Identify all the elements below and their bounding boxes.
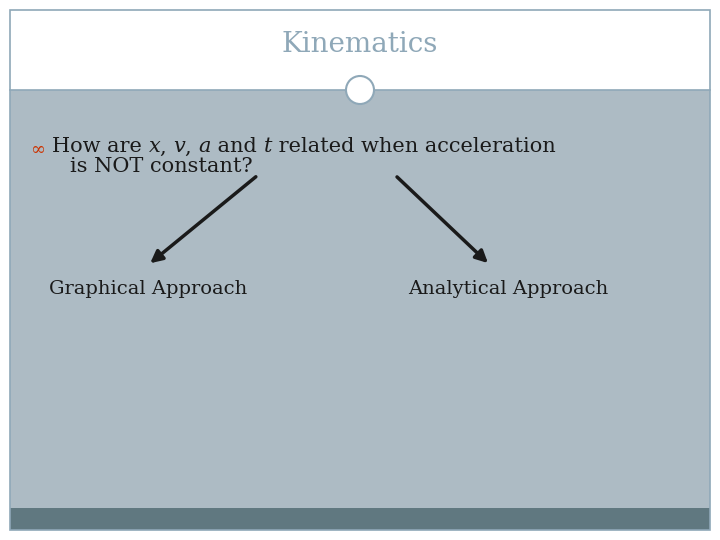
Text: ,: ,: [185, 138, 199, 157]
Text: ,: ,: [161, 138, 174, 157]
Circle shape: [346, 76, 374, 104]
Text: How are: How are: [52, 138, 148, 157]
Text: v: v: [174, 138, 185, 157]
Bar: [10, 10, 710, 90]
Text: x: x: [148, 138, 161, 157]
Text: t: t: [264, 138, 271, 157]
Text: related when acceleration: related when acceleration: [271, 138, 556, 157]
Text: is NOT constant?: is NOT constant?: [70, 158, 253, 177]
Text: Analytical Approach: Analytical Approach: [408, 280, 608, 298]
Text: ∞: ∞: [30, 141, 45, 159]
Text: Kinematics: Kinematics: [282, 31, 438, 58]
Bar: [10, 90, 710, 508]
Text: a: a: [199, 138, 211, 157]
Bar: [10, 508, 710, 530]
Text: and: and: [211, 138, 264, 157]
Text: Graphical Approach: Graphical Approach: [49, 280, 247, 298]
